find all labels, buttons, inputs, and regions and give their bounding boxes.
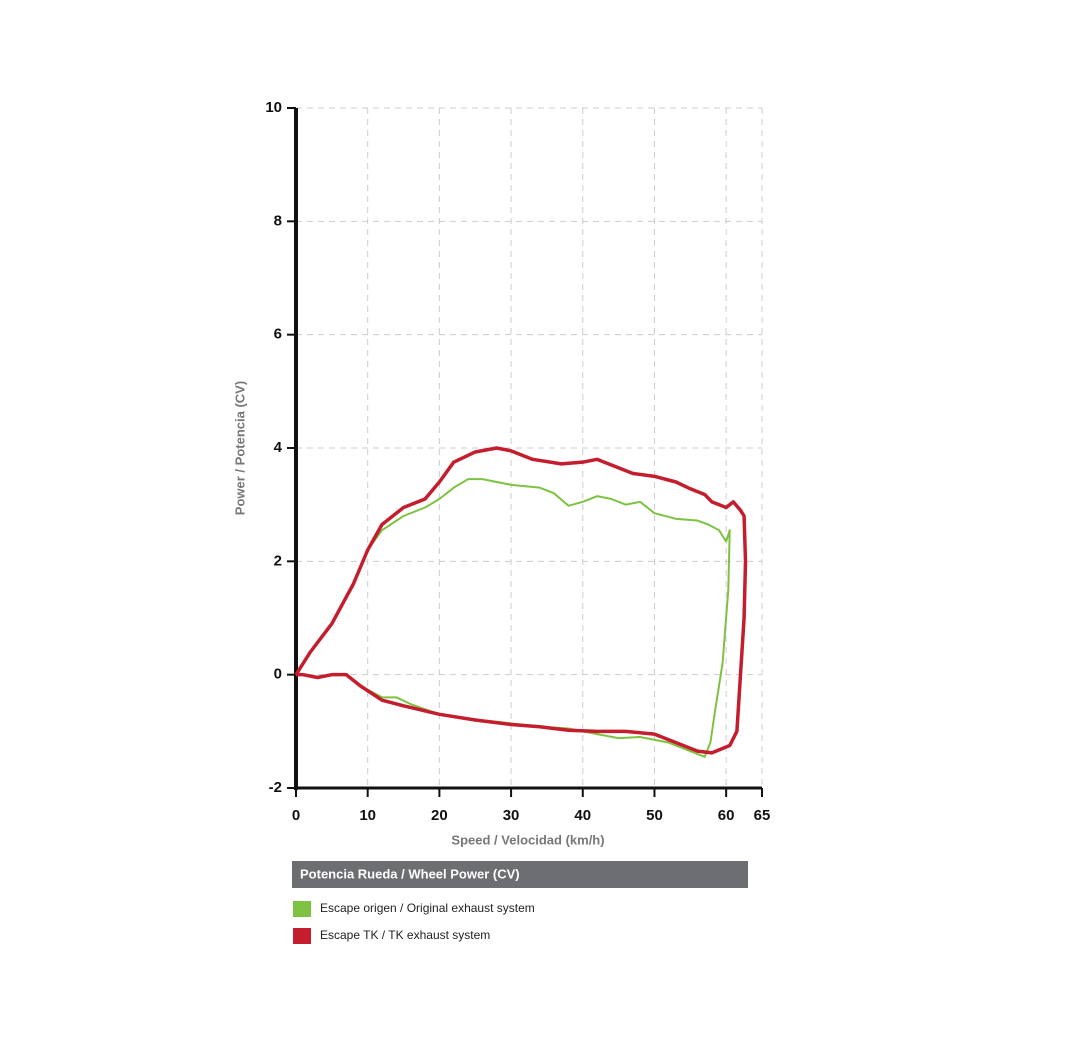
y-tick-label: 6 — [274, 326, 282, 343]
x-tick-label: 40 — [574, 807, 591, 824]
legend-label: Escape TK / TK exhaust system — [320, 928, 490, 942]
y-tick-label: 0 — [274, 666, 282, 683]
legend-title: Potencia Rueda / Wheel Power (CV) — [300, 866, 520, 881]
y-tick-label: 2 — [274, 552, 282, 569]
series-line — [295, 478, 731, 758]
legend-swatch — [293, 928, 311, 944]
y-tick-label: 4 — [274, 439, 283, 456]
x-tick-label: 0 — [292, 807, 300, 824]
x-tick-label: 20 — [431, 807, 448, 824]
x-tick-label: 65 — [754, 807, 771, 824]
x-tick-label: 60 — [718, 807, 735, 824]
legend-swatch — [293, 901, 311, 917]
x-axis-label: Speed / Velocidad (km/h) — [451, 832, 604, 847]
legend-label: Escape origen / Original exhaust system — [320, 901, 535, 915]
y-tick-label: 8 — [274, 212, 282, 229]
y-tick-label: 10 — [265, 99, 282, 116]
x-tick-label: 50 — [646, 807, 663, 824]
legend-header — [292, 861, 748, 888]
y-axis-label: Power / Potencia (CV) — [232, 381, 247, 515]
x-tick-label: 10 — [359, 807, 376, 824]
series-line — [294, 446, 748, 755]
x-tick-label: 30 — [503, 807, 520, 824]
y-tick-label: -2 — [269, 779, 282, 796]
